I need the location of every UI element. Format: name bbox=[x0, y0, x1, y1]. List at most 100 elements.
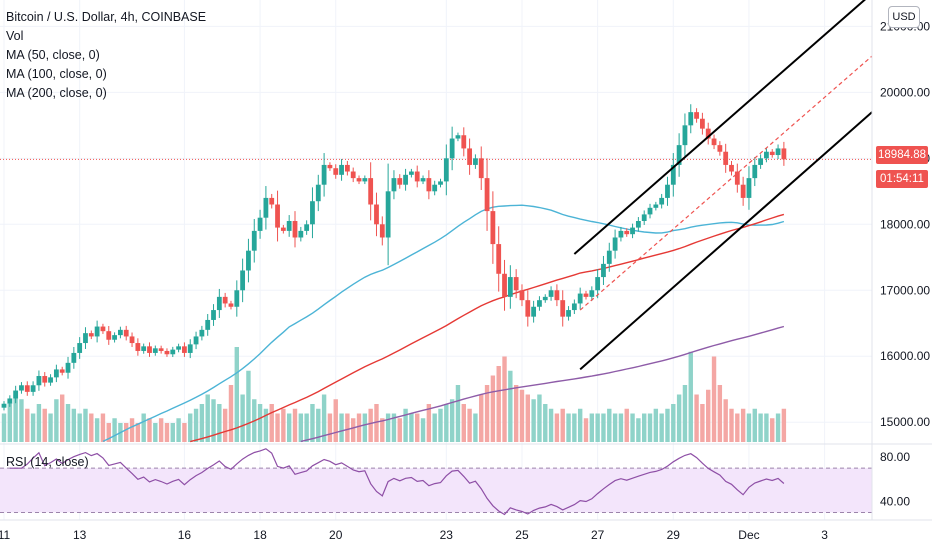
price-tick-label: 17000.00 bbox=[880, 283, 930, 297]
volume-bar bbox=[671, 404, 676, 442]
candle-body bbox=[606, 250, 612, 264]
candle-body bbox=[496, 244, 502, 274]
volume-bar bbox=[351, 418, 356, 442]
volume-bar bbox=[438, 408, 443, 442]
volume-bar bbox=[193, 408, 199, 442]
candle-body bbox=[630, 227, 635, 235]
volume-bar bbox=[740, 408, 746, 442]
volume-bar bbox=[444, 404, 449, 442]
vol-label[interactable]: Vol bbox=[6, 29, 24, 43]
candle bbox=[199, 325, 205, 341]
candle bbox=[30, 381, 36, 396]
volume-bar bbox=[310, 404, 315, 442]
candle bbox=[129, 332, 135, 348]
volume-bar bbox=[106, 423, 111, 442]
candle bbox=[234, 280, 240, 317]
candle bbox=[88, 330, 94, 340]
candle-body bbox=[304, 224, 310, 231]
volume-bar bbox=[449, 399, 455, 442]
candle bbox=[251, 219, 257, 263]
candle bbox=[152, 345, 158, 356]
volume-bar bbox=[234, 347, 239, 442]
candle bbox=[740, 176, 746, 206]
candle-body bbox=[350, 171, 356, 179]
volume-bar bbox=[65, 404, 71, 442]
candle-body bbox=[152, 348, 158, 353]
candle-body bbox=[205, 319, 211, 330]
channel-upper-line bbox=[573, 0, 866, 255]
candle-body bbox=[624, 230, 630, 235]
candle bbox=[327, 162, 333, 171]
candle bbox=[362, 175, 368, 185]
candle-body bbox=[30, 385, 36, 392]
candle-body bbox=[275, 204, 280, 228]
candle-body bbox=[601, 263, 606, 278]
currency-button[interactable]: USD bbox=[888, 6, 920, 28]
ma50-label[interactable]: MA (50, close, 0) bbox=[6, 48, 100, 62]
volume-bar bbox=[275, 413, 280, 442]
candle-body bbox=[700, 118, 705, 129]
candle bbox=[734, 163, 740, 193]
candle bbox=[333, 164, 339, 179]
candle-body bbox=[129, 336, 135, 344]
volume-bar bbox=[513, 385, 519, 442]
candle bbox=[53, 364, 59, 383]
candle bbox=[71, 347, 77, 369]
volume-bar bbox=[356, 413, 362, 442]
volume-bar bbox=[170, 423, 175, 442]
candle-body bbox=[438, 181, 443, 185]
candle-body bbox=[554, 290, 560, 301]
candle-body bbox=[257, 217, 263, 231]
candle bbox=[182, 342, 187, 357]
candle-body bbox=[216, 296, 222, 311]
volume-bar bbox=[60, 394, 65, 442]
candle-body bbox=[455, 135, 461, 139]
time-tick-label: 16 bbox=[178, 528, 192, 542]
candle-body bbox=[77, 343, 83, 353]
candle bbox=[519, 284, 525, 307]
symbol-title[interactable]: Bitcoin / U.S. Dollar, 4h, COINBASE bbox=[6, 10, 207, 24]
rsi-label[interactable]: RSI (14, close) bbox=[6, 455, 89, 469]
time-axis: 11 13 16 18 20 23 25 27 29 Dec 3 bbox=[0, 519, 932, 542]
candle bbox=[537, 296, 542, 311]
ma100-label[interactable]: MA (100, close, 0) bbox=[6, 67, 107, 81]
candle bbox=[601, 255, 606, 285]
volume-bar bbox=[612, 413, 618, 442]
time-tick-label: 27 bbox=[591, 528, 605, 542]
candle bbox=[368, 162, 374, 221]
volume-bar bbox=[479, 394, 484, 442]
volume-bar bbox=[7, 404, 13, 442]
candle-body bbox=[618, 230, 624, 238]
volume-bar bbox=[676, 394, 682, 442]
candle bbox=[350, 167, 356, 183]
volume-bar bbox=[129, 418, 135, 442]
ma200-label[interactable]: MA (200, close, 0) bbox=[6, 86, 107, 100]
candle bbox=[752, 157, 758, 187]
volume-bar bbox=[205, 394, 210, 442]
candle bbox=[158, 345, 164, 354]
price-channel bbox=[573, 0, 873, 371]
volume-bar bbox=[717, 385, 723, 442]
candle bbox=[1, 401, 7, 411]
candle bbox=[723, 143, 729, 173]
volume-bar bbox=[164, 423, 170, 442]
candle bbox=[263, 186, 269, 230]
candle bbox=[711, 134, 717, 150]
candle bbox=[746, 166, 752, 210]
candle-body bbox=[426, 178, 432, 192]
rsi-panel: 80.00 40.00 bbox=[0, 443, 932, 516]
volume-bar bbox=[100, 413, 106, 442]
candle bbox=[379, 216, 385, 246]
candle-body bbox=[665, 184, 670, 198]
volume-bar bbox=[595, 413, 600, 442]
candle-body bbox=[112, 335, 117, 340]
volume-bar bbox=[572, 413, 577, 442]
rsi-band bbox=[0, 468, 872, 513]
volume-bar bbox=[554, 413, 560, 442]
candle bbox=[635, 217, 641, 232]
volume-bar bbox=[240, 394, 245, 442]
volume-bar bbox=[432, 413, 437, 442]
candle bbox=[164, 348, 170, 357]
candle-body bbox=[1, 403, 7, 408]
